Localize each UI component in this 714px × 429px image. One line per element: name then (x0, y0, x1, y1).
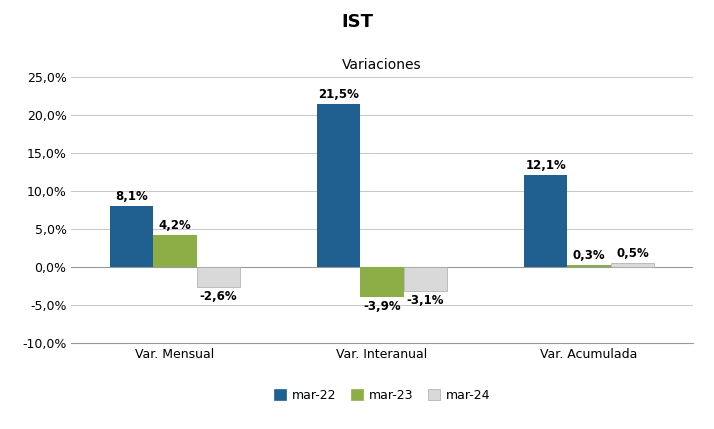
Bar (196, 267, 240, 287)
Text: 0,5%: 0,5% (616, 248, 649, 260)
Text: 21,5%: 21,5% (318, 88, 359, 101)
Legend: mar-22, mar-23, mar-24: mar-22, mar-23, mar-24 (269, 384, 495, 407)
Text: 12,1%: 12,1% (526, 159, 566, 172)
Bar (403, 267, 447, 291)
Text: 4,2%: 4,2% (159, 219, 191, 232)
Text: 0,3%: 0,3% (573, 249, 605, 262)
Bar (154, 235, 196, 267)
Text: 8,1%: 8,1% (115, 190, 148, 202)
Text: -3,9%: -3,9% (363, 300, 401, 313)
Bar (110, 205, 154, 267)
Bar (610, 263, 654, 267)
Bar (568, 265, 610, 267)
Title: Variaciones: Variaciones (342, 58, 422, 72)
Text: IST: IST (341, 13, 373, 31)
Bar (317, 104, 361, 267)
Bar (361, 267, 403, 297)
Text: -2,6%: -2,6% (200, 290, 237, 303)
Bar (524, 175, 568, 267)
Text: -3,1%: -3,1% (407, 294, 444, 307)
